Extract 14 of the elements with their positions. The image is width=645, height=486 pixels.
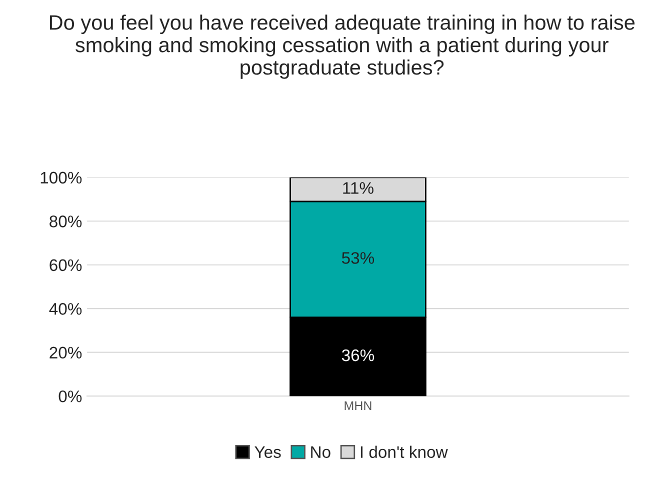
- y-tick-label: 80%: [50, 216, 82, 228]
- y-tick-label: 60%: [50, 259, 82, 272]
- y-tick-label: 20%: [50, 346, 82, 359]
- legend-label: No: [311, 446, 330, 458]
- legend-label: I don't know: [360, 446, 448, 458]
- y-tick-label: 100%: [40, 172, 82, 184]
- x-tick-label: MHN: [344, 401, 372, 410]
- data-label: 53%: [342, 252, 374, 264]
- chart-title: Do you feel you have received adequate training in how to raise smoking and smoking cessation with a patient during your postgraduate studies?: [50, 14, 635, 79]
- data-label: 36%: [342, 349, 374, 362]
- y-tick-label: 0%: [58, 390, 82, 402]
- data-label: 11%: [343, 182, 374, 194]
- y-tick-label: 40%: [49, 303, 82, 315]
- legend-label: Yes: [254, 446, 281, 458]
